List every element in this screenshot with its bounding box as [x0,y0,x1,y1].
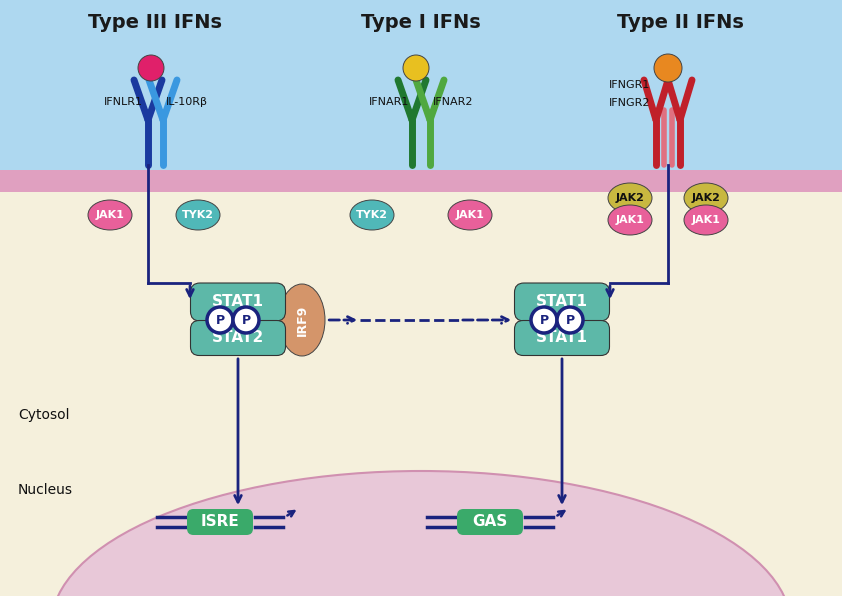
Circle shape [531,307,557,333]
Text: P: P [216,313,225,327]
Text: IRF9: IRF9 [296,305,308,336]
Text: IFNAR1: IFNAR1 [369,97,409,107]
Bar [0,170,842,192]
Ellipse shape [279,284,325,356]
Text: JAK1: JAK1 [95,210,125,220]
Text: P: P [566,313,574,327]
FancyBboxPatch shape [190,321,285,355]
Ellipse shape [608,205,652,235]
Circle shape [233,307,259,333]
Text: Cytosol: Cytosol [18,408,70,422]
Text: ISRE: ISRE [200,514,239,529]
Text: Type I IFNs: Type I IFNs [361,13,481,32]
Ellipse shape [176,200,220,230]
Text: JAK1: JAK1 [691,215,721,225]
Text: JAK1: JAK1 [616,215,644,225]
Ellipse shape [684,205,728,235]
Text: STAT1: STAT1 [536,331,588,346]
Text: STAT1: STAT1 [536,294,588,309]
Bar [0,0,842,170]
Text: JAK2: JAK2 [616,193,644,203]
Text: IFNGR2: IFNGR2 [609,98,650,108]
Text: TYK2: TYK2 [182,210,214,220]
Ellipse shape [448,200,492,230]
Text: Nucleus: Nucleus [18,483,73,497]
FancyBboxPatch shape [190,283,285,321]
Text: STAT1: STAT1 [212,294,264,309]
Text: Type III IFNs: Type III IFNs [88,13,222,32]
Text: IL-10Rβ: IL-10Rβ [166,97,208,107]
Bar [0,170,842,596]
FancyBboxPatch shape [514,321,610,355]
FancyBboxPatch shape [187,509,253,535]
Text: P: P [540,313,548,327]
Ellipse shape [51,471,791,596]
Ellipse shape [684,183,728,213]
FancyBboxPatch shape [457,509,523,535]
Text: STAT2: STAT2 [212,331,264,346]
Ellipse shape [88,200,132,230]
Text: IFNGR1: IFNGR1 [609,80,650,90]
Text: GAS: GAS [472,514,508,529]
Text: IFNAR2: IFNAR2 [433,97,473,107]
Text: TYK2: TYK2 [356,210,388,220]
Ellipse shape [350,200,394,230]
Text: JAK1: JAK1 [456,210,484,220]
Text: JAK2: JAK2 [691,193,721,203]
Ellipse shape [138,55,164,81]
FancyBboxPatch shape [514,283,610,321]
Text: Type II IFNs: Type II IFNs [616,13,743,32]
Text: P: P [242,313,251,327]
Ellipse shape [654,54,682,82]
Circle shape [557,307,583,333]
Ellipse shape [608,183,652,213]
Ellipse shape [403,55,429,81]
Text: IFNLR1: IFNLR1 [104,97,143,107]
Circle shape [207,307,233,333]
